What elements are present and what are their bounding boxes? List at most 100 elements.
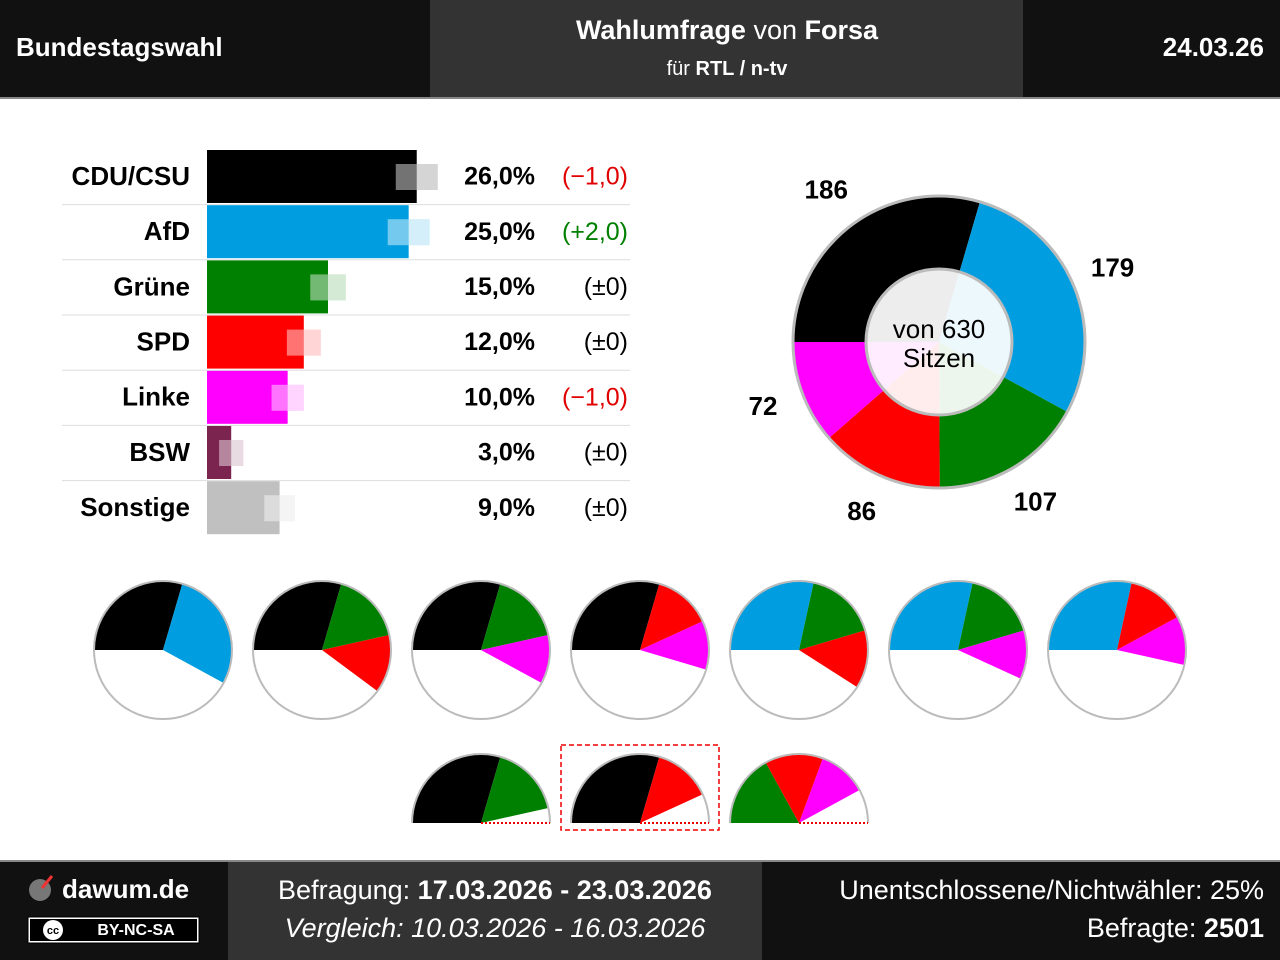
seat-label: 179 — [1091, 253, 1134, 283]
error-band — [271, 384, 304, 411]
coalition-outline — [252, 580, 392, 720]
value-label: 25,0% — [464, 218, 535, 246]
title-mid: von — [753, 15, 797, 45]
coalition-outline — [570, 580, 710, 720]
coalition-segment — [481, 634, 551, 683]
category-label: SPD — [137, 326, 190, 356]
error-band — [395, 164, 438, 190]
error-band-highlight — [310, 274, 346, 301]
error-band-highlight — [395, 164, 438, 190]
coalition-segment — [412, 753, 501, 823]
error-band — [219, 440, 244, 466]
footer-center-bg — [228, 862, 762, 960]
error-band-highlight — [387, 219, 430, 246]
center-label: Sitzen — [903, 343, 975, 373]
bar — [207, 315, 304, 369]
coalition-segment — [958, 630, 1027, 679]
header-title: Wahlumfrage von Forsa — [576, 15, 879, 45]
coalition-outline — [729, 580, 869, 720]
bar — [207, 481, 280, 535]
coalition-segment — [640, 621, 709, 670]
coalition-segment — [322, 634, 391, 692]
coalition-outline — [1047, 580, 1187, 720]
value-label: 3,0% — [478, 439, 535, 467]
error-band — [387, 219, 430, 246]
title-institute: Forsa — [805, 15, 880, 45]
change-label: (±0) — [584, 328, 628, 356]
bar — [207, 205, 409, 259]
footer-survey: Befragung: 17.03.2026 - 23.03.2026 — [278, 875, 712, 905]
change-label: (−1,0) — [562, 163, 628, 191]
value-label: 15,0% — [464, 273, 535, 301]
donut-outline — [791, 194, 1087, 490]
sub-client: RTL / n-tv — [696, 58, 789, 80]
category-label: BSW — [129, 437, 190, 467]
value-label: 26,0% — [464, 163, 535, 191]
coalition-segment — [163, 583, 232, 683]
change-label: (±0) — [584, 273, 628, 301]
header-center-bg — [430, 0, 1023, 98]
category-label: CDU/CSU — [72, 161, 190, 191]
seat-label: 86 — [847, 496, 876, 526]
error-band — [310, 274, 346, 301]
current-government-box — [560, 744, 720, 831]
error-band-highlight — [271, 384, 304, 411]
footer-undecided: Unentschlossene/Nichtwähler: 25% — [839, 875, 1264, 905]
license-text: BY-NC-SA — [97, 922, 175, 939]
coalition-segment — [571, 581, 660, 650]
footer-compare: Vergleich: 10.03.2026 - 16.03.2026 — [285, 913, 707, 943]
coalition-segment — [765, 753, 823, 823]
respondents-pre: Befragte: — [1087, 913, 1197, 943]
coalition-segment — [889, 581, 973, 650]
coalition-segment — [322, 583, 390, 650]
header-date: 24.03.26 — [1163, 32, 1264, 62]
change-label: (±0) — [584, 494, 628, 522]
license-text-bg — [76, 919, 197, 941]
logo-needle — [40, 875, 54, 889]
category-label: Grüne — [113, 271, 190, 301]
category-label: Sonstige — [80, 492, 190, 522]
error-band — [264, 495, 295, 522]
coalition-segment — [1117, 582, 1178, 650]
center-label: von 630 — [893, 314, 986, 344]
seat-label: 72 — [749, 391, 778, 421]
bar — [207, 150, 417, 203]
value-label: 9,0% — [478, 494, 535, 522]
coalition-segment — [799, 582, 866, 650]
coalition-outline — [729, 753, 869, 824]
coalition-outline — [411, 753, 551, 824]
coalition-segment — [94, 581, 183, 650]
coalition-outline — [888, 580, 1028, 720]
coalition-segment — [799, 758, 860, 823]
license-cc-circle — [43, 920, 63, 940]
change-label: (±0) — [584, 439, 628, 467]
coalition-segment — [958, 582, 1025, 650]
change-label: (+2,0) — [562, 218, 628, 246]
error-band-highlight — [219, 440, 244, 466]
bar — [207, 370, 288, 424]
error-band-highlight — [286, 329, 321, 356]
value-label: 10,0% — [464, 383, 535, 411]
error-band-highlight — [264, 495, 295, 522]
seat-label: 186 — [805, 174, 848, 204]
category-label: AfD — [144, 216, 190, 246]
coalition-segment — [1117, 617, 1186, 666]
coalition-segment — [799, 630, 868, 688]
title-bold: Wahlumfrage — [576, 15, 746, 45]
survey-pre: Befragung: — [278, 875, 410, 905]
value-label: 12,0% — [464, 328, 535, 356]
sub-pre: für — [667, 58, 691, 80]
footer-site: dawum.de — [62, 874, 189, 904]
coalition-segment — [481, 756, 549, 823]
header-subtitle: für RTL / n-tv — [667, 58, 789, 80]
license-cc: cc — [47, 925, 59, 937]
header-border — [0, 97, 1280, 99]
bar — [207, 260, 328, 314]
footer-respondents: Befragte: 2501 — [1087, 913, 1264, 943]
seat-label: 107 — [1014, 486, 1057, 516]
coalition-segment — [412, 581, 501, 650]
header-left: Bundestagswahl — [16, 32, 223, 62]
change-label: (−1,0) — [562, 383, 628, 411]
coalition-outline — [570, 753, 710, 824]
